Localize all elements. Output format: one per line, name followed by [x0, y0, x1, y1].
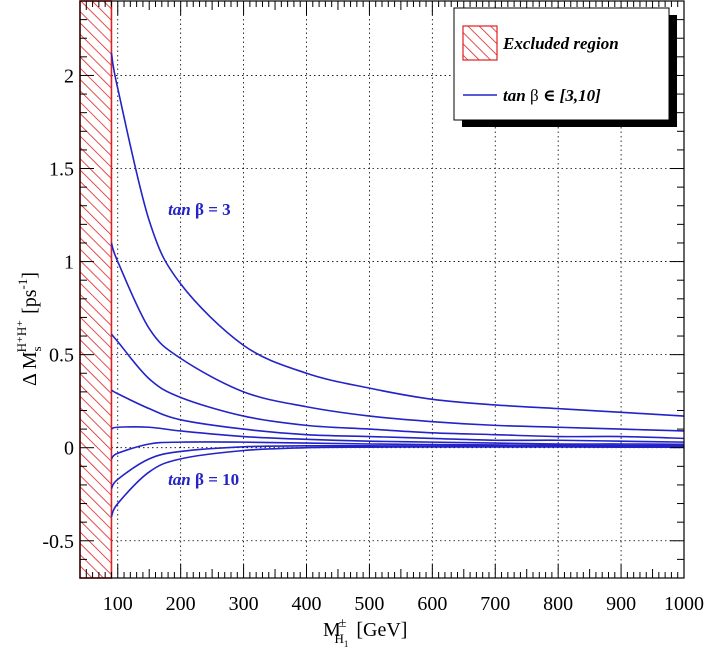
y-tick-label-0: -0.5	[42, 531, 74, 553]
legend-range: ∈ [3,10]	[539, 86, 601, 105]
y-tick-label-5: 2	[64, 65, 74, 87]
y-axis-title-unit: [ps	[19, 289, 41, 314]
x-tick-label-100: 100	[103, 593, 133, 615]
x-tick-label-800: 800	[543, 593, 573, 615]
series-line-1	[110, 242, 684, 432]
excluded-region	[79, 0, 113, 579]
legend-label-excluded: Excluded region	[502, 34, 619, 53]
y-axis-title: Δ MsH⁺H⁺ [ps-1]	[14, 272, 44, 386]
x-axis-title-m: M	[323, 619, 341, 641]
series-line-7	[110, 446, 684, 517]
x-tick-label-200: 200	[166, 593, 196, 615]
axis-ticks	[80, 0, 684, 579]
y-axis-title-unit-close: ]	[19, 272, 41, 279]
x-tick-label-700: 700	[480, 593, 510, 615]
legend-label-tanb: tan β ∈ [3,10]	[503, 86, 601, 105]
legend: Excluded region tan β ∈ [3,10]	[453, 7, 677, 127]
annotation-tanb-10-value: β = 10	[195, 470, 239, 489]
y-tick-label-4: 1.5	[49, 159, 74, 181]
annotation-tanb-10-tan: tan	[168, 470, 195, 489]
legend-beta: β	[530, 86, 539, 105]
x-axis-title: M± H1 [GeV]	[323, 616, 407, 649]
series-line-2	[110, 333, 684, 440]
x-axis-title-unit: [GeV]	[356, 619, 407, 641]
legend-hatch-swatch	[462, 25, 498, 61]
y-tick-label-1: 0	[64, 438, 74, 460]
annotation-tanb-3-tan: tan	[168, 200, 195, 219]
annotation-tanb-10: tan β = 10	[168, 470, 239, 489]
y-tick-label-3: 1	[64, 252, 74, 274]
series-line-4	[111, 426, 684, 446]
x-axis-title-subsub: 1	[344, 639, 349, 649]
y-axis-title-sub: s	[29, 346, 44, 351]
y-axis-title-dm: Δ M	[19, 351, 41, 386]
x-tick-label-300: 300	[229, 593, 259, 615]
series-line-3	[111, 389, 684, 443]
x-tick-label-1000: 1000	[664, 593, 704, 615]
legend-tan: tan	[503, 86, 530, 105]
x-tick-label-400: 400	[292, 593, 322, 615]
excluded-region-area	[79, 0, 113, 579]
series-line-0	[110, 52, 684, 417]
series-lines	[110, 52, 684, 517]
x-tick-label-500: 500	[354, 593, 384, 615]
x-tick-label-900: 900	[606, 593, 636, 615]
x-axis-title-sub: H	[334, 631, 343, 646]
x-tick-label-600: 600	[417, 593, 447, 615]
annotation-tanb-3: tan β = 3	[168, 200, 231, 219]
tick-labels: 100 200 300 400 500 600 700 800 900 1000 -0.5 0 0.5 1…	[42, 65, 704, 615]
annotation-tanb-3-value: β = 3	[195, 200, 231, 219]
x-axis-title-sup: ±	[339, 616, 347, 631]
y-axis-title-unit-sup: -1	[15, 279, 30, 290]
y-axis-title-sup: H⁺H⁺	[14, 320, 29, 353]
series-line-5	[110, 441, 684, 460]
y-tick-label-2: 0.5	[49, 345, 74, 367]
